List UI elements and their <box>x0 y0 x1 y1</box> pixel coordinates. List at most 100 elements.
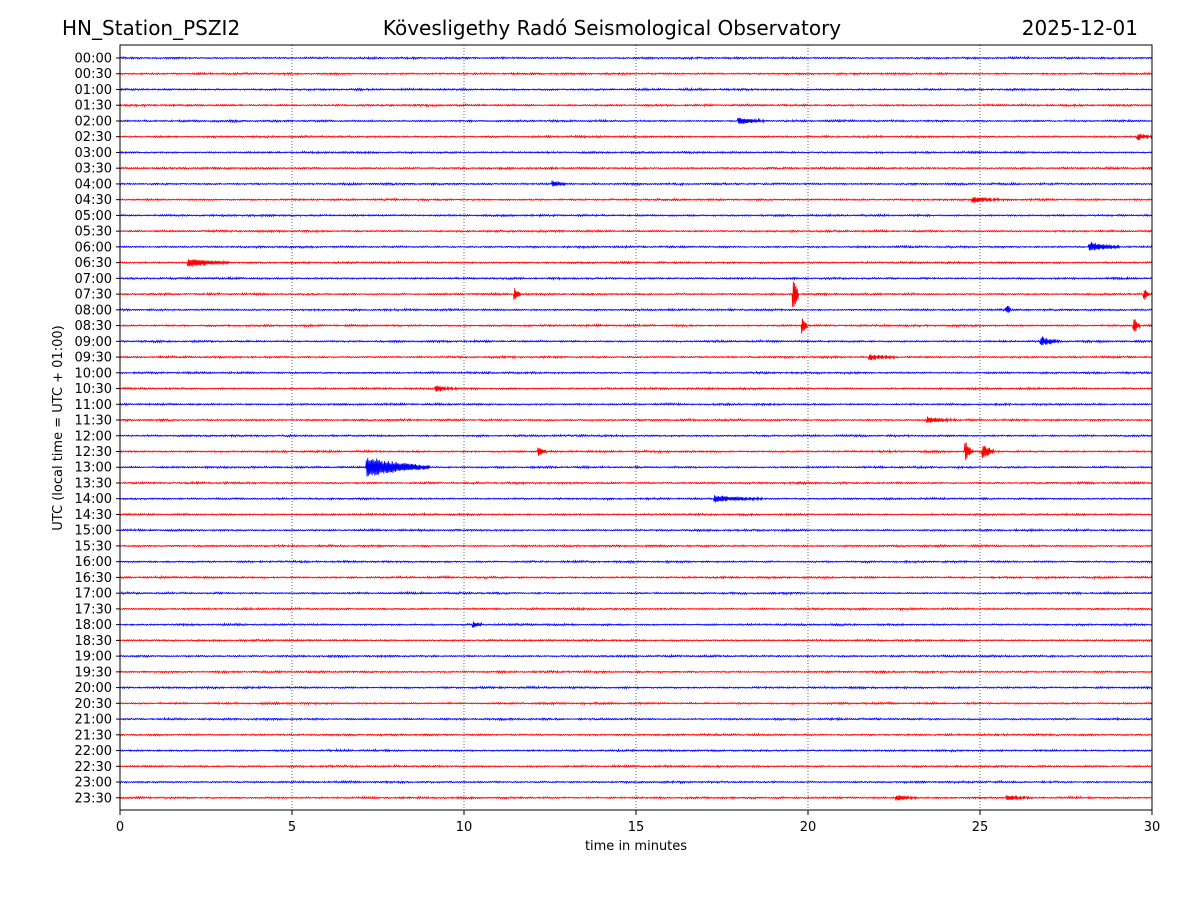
y-tick-label: 07:00 <box>75 272 112 287</box>
trace-line-1230 <box>119 442 1153 460</box>
y-tick-label: 04:30 <box>75 193 112 208</box>
trace-line-0930 <box>119 354 1153 361</box>
y-axis-label: UTC (local time = UTC + 01:00) <box>51 325 66 530</box>
trace-line-1930 <box>119 669 1153 675</box>
trace-line-0130 <box>119 102 1153 108</box>
y-tick-label: 20:00 <box>75 681 112 696</box>
trace-line-2330 <box>119 794 1153 801</box>
y-tick-label: 00:00 <box>75 52 112 67</box>
trace-line-2030 <box>119 700 1153 706</box>
trace-line-0630 <box>119 259 1153 267</box>
y-tick-label: 11:30 <box>75 414 112 429</box>
y-tick-label: 09:00 <box>75 335 112 350</box>
y-tick-label: 14:30 <box>75 508 112 523</box>
trace-line-1700 <box>119 590 1153 596</box>
x-tick-label: 10 <box>456 820 473 835</box>
y-tick-label: 17:00 <box>75 587 112 602</box>
x-axis-ticks: 0 5 10 15 20 25 30 <box>116 810 1160 835</box>
trace-line-1630 <box>119 574 1153 580</box>
trace-line-1900 <box>119 653 1153 659</box>
y-tick-labels: 00:0000:3001:0001:3002:0002:3003:0003:30… <box>75 52 120 806</box>
y-tick-label: 18:00 <box>75 618 112 633</box>
trace-line-0200 <box>119 117 1153 125</box>
trace-line-2100 <box>119 716 1153 722</box>
trace-line-2230 <box>119 763 1153 769</box>
y-tick-label: 05:30 <box>75 225 112 240</box>
y-tick-label: 22:00 <box>75 744 112 759</box>
trace-line-1200 <box>119 433 1153 439</box>
y-tick-label: 17:30 <box>75 602 112 617</box>
x-tick-label: 20 <box>800 820 817 835</box>
y-tick-label: 20:30 <box>75 697 112 712</box>
y-tick-label: 13:30 <box>75 476 112 491</box>
y-tick-label: 09:30 <box>75 351 112 366</box>
trace-line-1830 <box>119 637 1153 643</box>
trace-line-1100 <box>119 402 1153 407</box>
trace-line-0300 <box>119 150 1153 155</box>
y-tick-label: 06:00 <box>75 240 112 255</box>
y-tick-label: 19:00 <box>75 650 112 665</box>
y-tick-label: 16:00 <box>75 555 112 570</box>
y-tick-label: 19:30 <box>75 665 112 680</box>
trace-line-0700 <box>119 275 1153 281</box>
trace-line-0730 <box>119 281 1153 308</box>
date-title: 2025-12-01 <box>1022 16 1138 40</box>
y-tick-label: 16:30 <box>75 571 112 586</box>
y-tick-label: 06:30 <box>75 256 112 271</box>
observatory-title: Kövesligethy Radó Seismological Observat… <box>383 16 841 40</box>
y-tick-label: 07:30 <box>75 288 112 303</box>
trace-line-1530 <box>119 543 1153 549</box>
x-axis-label: time in minutes <box>585 839 687 854</box>
x-tick-label: 5 <box>288 820 296 835</box>
y-tick-label: 15:00 <box>75 524 112 539</box>
x-tick-label: 25 <box>972 820 989 835</box>
trace-group <box>119 55 1153 801</box>
y-tick-label: 11:00 <box>75 398 112 413</box>
y-tick-label: 10:00 <box>75 366 112 381</box>
y-tick-label: 03:00 <box>75 146 112 161</box>
x-tick-label: 0 <box>116 820 124 835</box>
y-tick-label: 12:00 <box>75 429 112 444</box>
trace-line-1730 <box>119 606 1153 612</box>
trace-line-0430 <box>119 196 1153 203</box>
trace-line-1600 <box>119 559 1153 565</box>
y-tick-label: 15:30 <box>75 539 112 554</box>
trace-line-0530 <box>119 228 1153 234</box>
y-tick-label: 21:00 <box>75 713 112 728</box>
y-tick-label: 12:30 <box>75 445 112 460</box>
trace-line-2200 <box>119 748 1153 753</box>
y-tick-label: 14:00 <box>75 492 112 507</box>
trace-line-1030 <box>119 385 1153 392</box>
y-tick-label: 13:00 <box>75 461 112 476</box>
trace-line-0000 <box>119 55 1153 61</box>
x-tick-label: 15 <box>628 820 645 835</box>
y-tick-label: 01:30 <box>75 99 112 114</box>
y-tick-label: 22:30 <box>75 760 112 775</box>
y-tick-label: 08:30 <box>75 319 112 334</box>
trace-line-0830 <box>119 318 1153 334</box>
trace-line-0500 <box>119 212 1153 218</box>
trace-line-0400 <box>119 180 1153 187</box>
trace-line-1500 <box>119 527 1153 533</box>
trace-line-2300 <box>119 779 1153 785</box>
y-tick-label: 04:00 <box>75 177 112 192</box>
trace-line-1330 <box>119 480 1153 486</box>
y-tick-label: 21:30 <box>75 728 112 743</box>
trace-line-1300 <box>119 458 1153 477</box>
trace-line-0900 <box>119 336 1153 346</box>
trace-line-0230 <box>119 133 1153 141</box>
trace-line-1000 <box>119 370 1153 375</box>
y-tick-label: 10:30 <box>75 382 112 397</box>
trace-line-2130 <box>119 732 1153 738</box>
y-tick-label: 08:00 <box>75 303 112 318</box>
x-tick-label: 30 <box>1144 820 1161 835</box>
plot-frame <box>119 44 1153 811</box>
trace-line-1430 <box>119 511 1153 517</box>
trace-line-0100 <box>119 86 1153 92</box>
trace-line-1130 <box>119 416 1153 423</box>
trace-line-0330 <box>119 165 1153 171</box>
trace-line-1800 <box>119 621 1153 628</box>
station-title: HN_Station_PSZI2 <box>62 16 240 40</box>
trace-line-0600 <box>119 241 1153 251</box>
